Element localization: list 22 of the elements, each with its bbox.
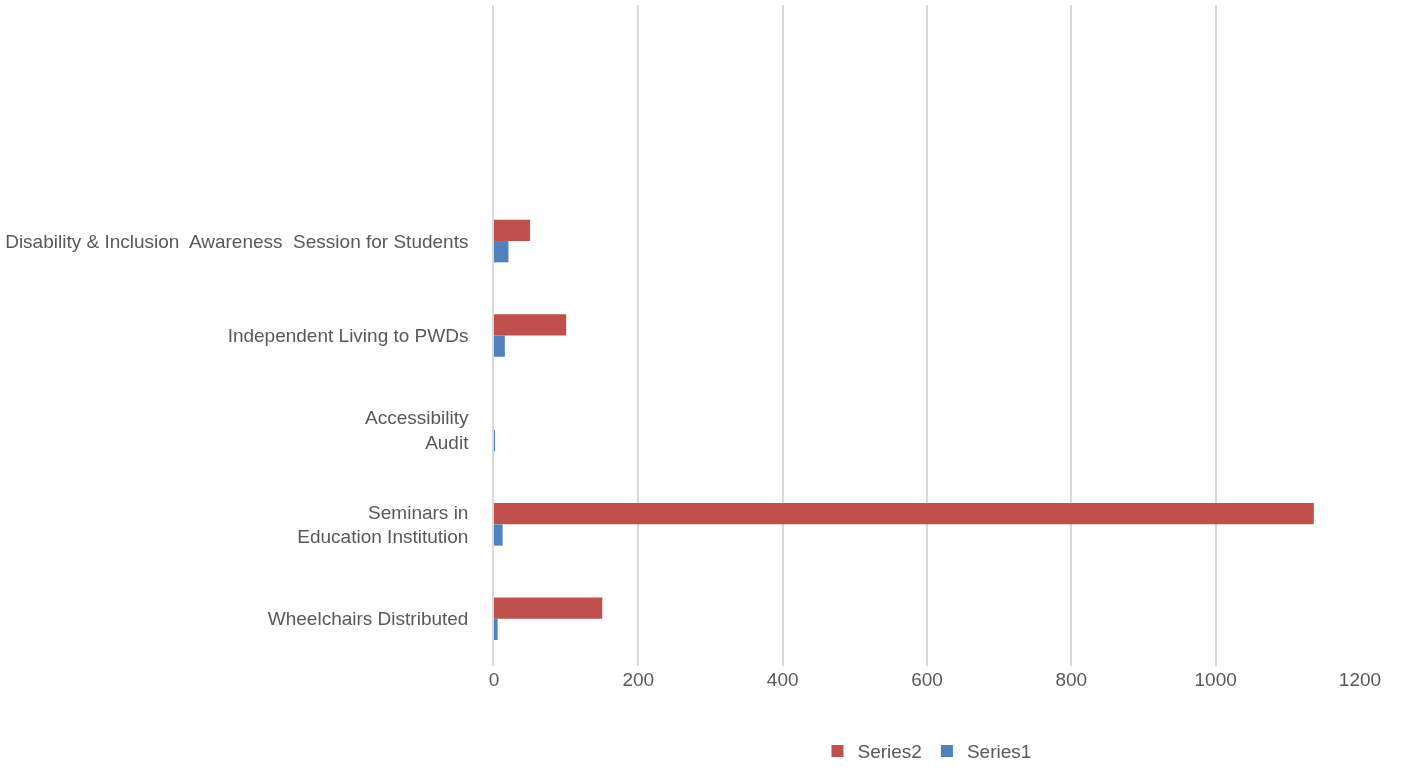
- x-tick-label: 800: [1055, 669, 1088, 690]
- x-tick-label: 1000: [1194, 669, 1237, 690]
- bar: [494, 503, 1314, 525]
- x-tick-label: 1200: [1338, 669, 1382, 690]
- x-tick-label: 200: [622, 669, 655, 690]
- bar: [494, 524, 503, 546]
- bar: [494, 618, 498, 641]
- bar: [494, 219, 531, 242]
- y-tick-label: Wheelchairs Distributed: [267, 608, 469, 630]
- y-tick-label: Disability & Inclusion Awareness Session for Students: [5, 230, 469, 252]
- bar: [494, 335, 505, 357]
- x-tick-label: 0: [488, 669, 500, 690]
- y-tick-label: Seminars in Education Institution: [297, 501, 469, 548]
- bar: [494, 314, 567, 336]
- bar: [494, 241, 509, 263]
- legend-label: Series1: [966, 741, 1032, 763]
- x-tick-label: 600: [911, 669, 943, 690]
- legend-label: Series2: [857, 741, 922, 763]
- x-tick-label: 400: [766, 669, 799, 690]
- y-tick-label: Independent Living to PWDs: [227, 325, 469, 347]
- bar: [494, 597, 603, 619]
- y-tick-label: Accessibility Audit: [364, 407, 470, 453]
